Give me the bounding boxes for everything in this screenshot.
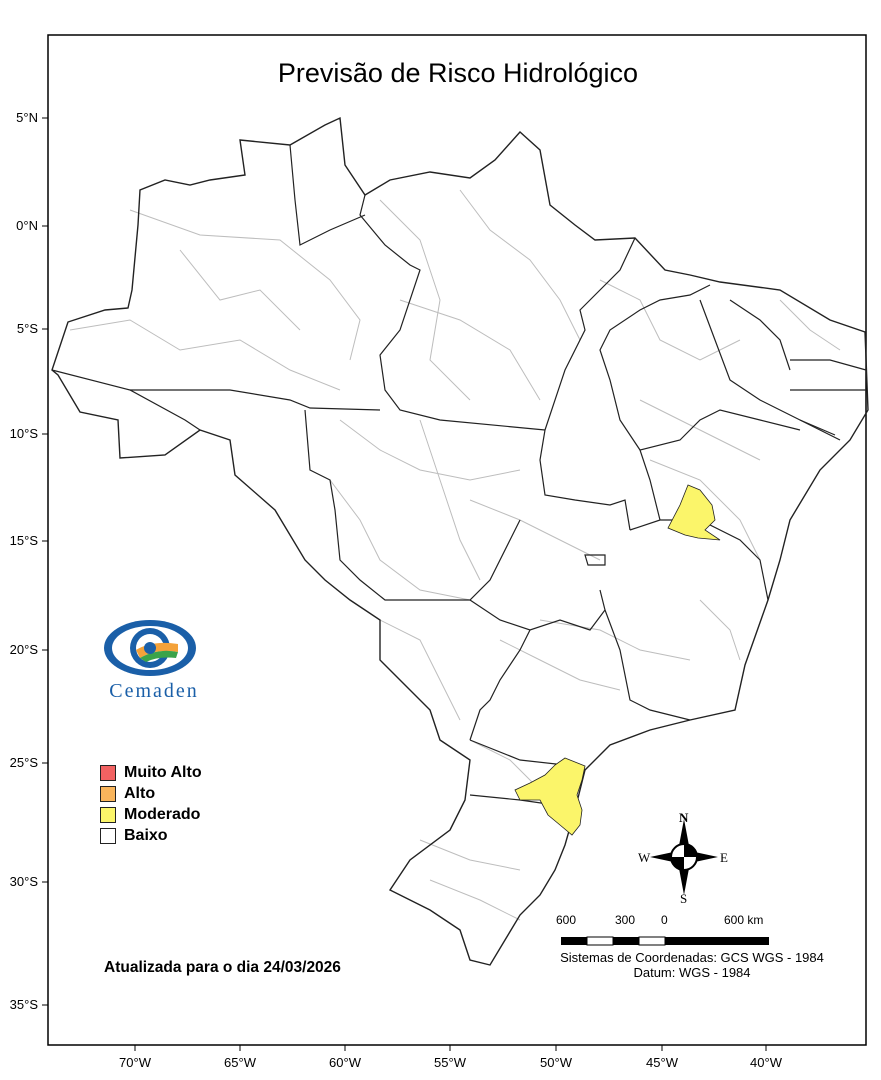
lon-label-70w: 70°W: [119, 1055, 151, 1070]
compass-rose: [650, 819, 718, 895]
lon-label-55w: 55°W: [434, 1055, 466, 1070]
datum-text: Datum: WGS - 1984: [633, 965, 751, 980]
lat-label-5s: 5°S: [16, 321, 38, 336]
lon-label-60w: 60°W: [329, 1055, 361, 1070]
cemaden-logo: Cemaden: [98, 618, 218, 708]
scale-bar: [561, 936, 769, 946]
legend-label: Baixo: [124, 826, 168, 844]
map-title: Previsão de Risco Hidrológico: [277, 58, 639, 88]
legend-label: Muito Alto: [124, 763, 202, 781]
legend-item-alto: Alto: [100, 783, 202, 804]
lat-label-10s: 10°S: [9, 426, 38, 441]
compass-east-label: E: [720, 850, 728, 865]
logo-wordmark: Cemaden: [109, 680, 199, 702]
legend-label: Alto: [124, 784, 156, 802]
brazil-outline: [51, 116, 869, 966]
legend-swatch: [100, 806, 116, 823]
eye-logo-icon: [104, 620, 196, 676]
lat-label-30s: 30°S: [9, 874, 38, 889]
updated-date: Atualizada para o dia 24/03/2026: [104, 959, 341, 976]
legend-item-baixo: Baixo: [100, 825, 202, 846]
scale-label-600-left: 600: [556, 913, 577, 927]
state-borders: [51, 144, 867, 811]
lat-label-35s: 35°S: [9, 997, 38, 1012]
lat-label-15s: 15°S: [9, 533, 38, 548]
lat-label-0n: 0°N: [16, 218, 38, 233]
coordinate-system-text: Sistemas de Coordenadas: GCS WGS - 1984: [560, 950, 824, 965]
compass-north-label: N: [679, 810, 689, 825]
lat-label-25s: 25°S: [9, 755, 38, 770]
lon-label-65w: 65°W: [224, 1055, 256, 1070]
moderate-region-south: [514, 757, 586, 836]
legend: Muito Alto Alto Moderado Baixo: [100, 762, 202, 846]
legend-swatch: [100, 827, 116, 844]
lon-label-50w: 50°W: [540, 1055, 572, 1070]
scale-label-300: 300: [615, 913, 636, 927]
legend-label: Moderado: [124, 805, 201, 823]
lat-ticks: [42, 117, 48, 1006]
compass-west-label: W: [638, 850, 651, 865]
legend-item-muito-alto: Muito Alto: [100, 762, 202, 783]
map-frame: [47, 34, 867, 1046]
lon-label-40w: 40°W: [750, 1055, 782, 1070]
lat-label-5n: 5°N: [16, 110, 38, 125]
legend-swatch: [100, 764, 116, 781]
legend-item-moderado: Moderado: [100, 804, 202, 825]
legend-swatch: [100, 785, 116, 802]
compass-south-label: S: [680, 891, 688, 906]
lat-label-20s: 20°S: [9, 642, 38, 657]
scale-label-0: 0: [661, 913, 668, 927]
lon-ticks: [134, 1045, 767, 1051]
lon-label-45w: 45°W: [646, 1055, 678, 1070]
moderate-region-bahia: [667, 484, 721, 541]
scale-label-600-km: 600 km: [724, 913, 764, 927]
